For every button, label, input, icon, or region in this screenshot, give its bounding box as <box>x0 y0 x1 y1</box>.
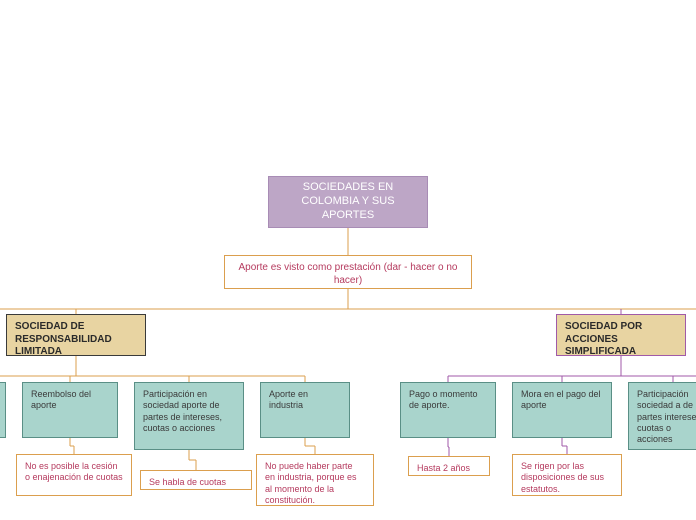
sub-node: Aporte en industria <box>260 382 350 438</box>
leaf-node: Se habla de cuotas <box>140 470 252 490</box>
sub-node: Mora en el pago del aporte <box>512 382 612 438</box>
root-label: SOCIEDADES EN COLOMBIA Y SUS APORTES <box>277 181 419 222</box>
branch-node: SOCIEDAD DE RESPONSABILIDAD LIMITADA <box>6 314 146 356</box>
sub-node <box>0 382 6 438</box>
branch-node: SOCIEDAD POR ACCIONES SIMPLIFICADA <box>556 314 686 356</box>
sub-node: Pago o momento de aporte. <box>400 382 496 438</box>
leaf-node: Hasta 2 años <box>408 456 490 476</box>
aporte-node: Aporte es visto como prestación (dar - h… <box>224 255 472 289</box>
leaf-node: Se rigen por las disposiciones de sus es… <box>512 454 622 496</box>
sub-node: Participación en sociedad aporte de part… <box>134 382 244 450</box>
root-node: SOCIEDADES EN COLOMBIA Y SUS APORTES <box>268 176 428 228</box>
aporte-label: Aporte es visto como prestación (dar - h… <box>239 262 458 286</box>
leaf-node: No puede haber parte en industria, porqu… <box>256 454 374 506</box>
leaf-node: No es posible la cesión o enajenación de… <box>16 454 132 496</box>
sub-node: Reembolso del aporte <box>22 382 118 438</box>
sub-node: Participación sociedad a de partes inter… <box>628 382 696 450</box>
